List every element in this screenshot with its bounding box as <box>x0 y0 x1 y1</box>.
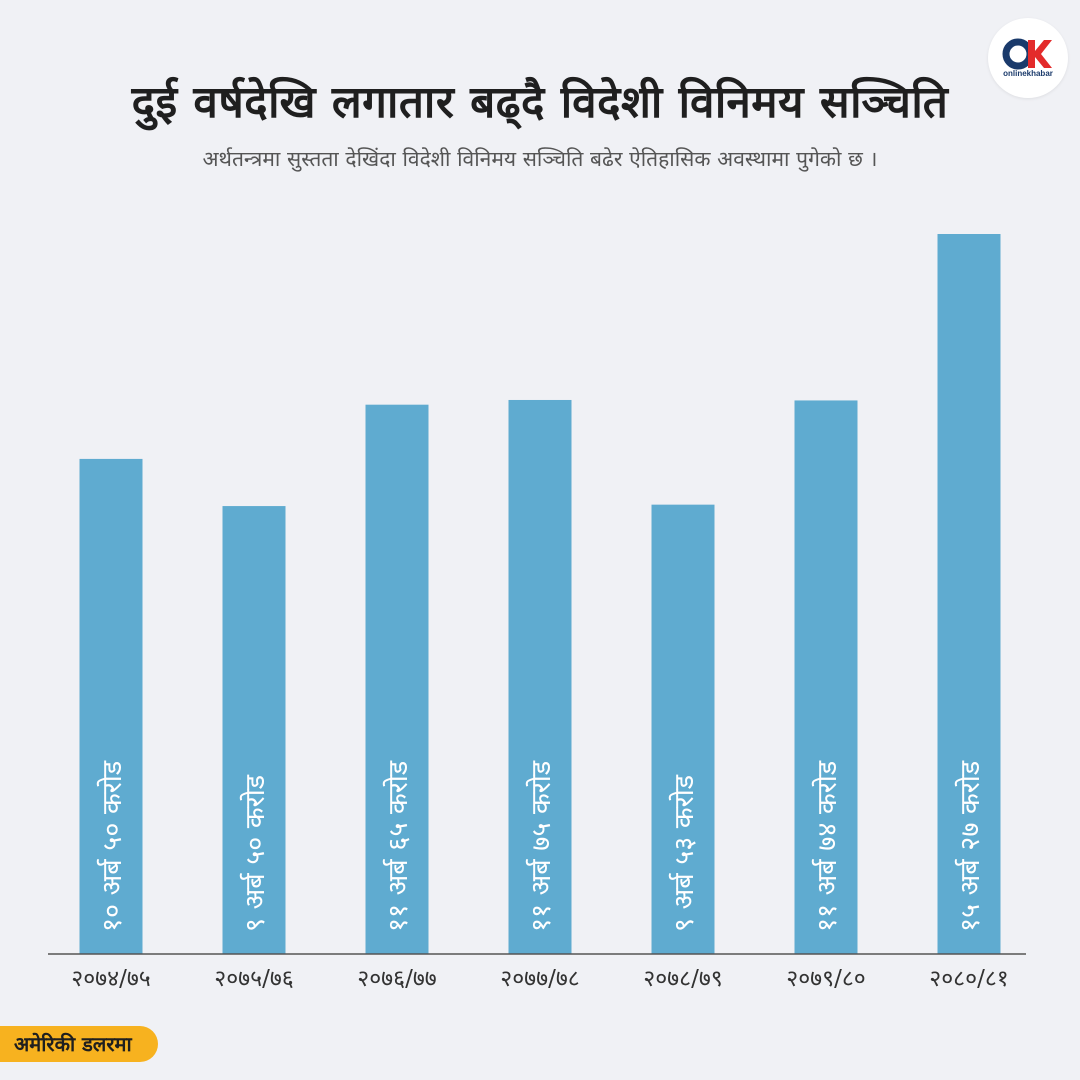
x-tick-label-1: २०७५/७६ <box>214 966 294 992</box>
chart-subtitle: अर्थतन्त्रमा सुस्तता देखिंदा विदेशी विनि… <box>202 147 878 171</box>
logo-wordmark: onlinekhabar <box>1003 69 1053 78</box>
x-tick-label-6: २०८०/८१ <box>929 966 1009 992</box>
x-tick-label-0: २०७४/७५ <box>71 966 151 992</box>
bar-6 <box>937 234 1001 954</box>
bar-value-label-1: ९ अर्ब ५० करोड <box>239 774 271 932</box>
unit-badge: अमेरिकी डलरमा <box>0 1026 158 1062</box>
x-tick-label-3: २०७७/७८ <box>500 966 580 992</box>
bar-value-label-5: ११ अर्ब ७४ करोड <box>811 760 843 932</box>
bar-value-label-0: १० अर्ब ५० करोड <box>96 760 128 932</box>
bar-3 <box>508 399 572 954</box>
bar-value-label-2: ११ अर्ब ६५ करोड <box>382 760 414 932</box>
bar-1 <box>222 506 286 954</box>
bar-0 <box>79 458 143 954</box>
x-tick-label-2: २०७६/७७ <box>357 966 437 992</box>
chart-title: दुई वर्षदेखि लगातार बढ्दै विदेशी विनिमय … <box>131 77 949 128</box>
bar-value-label-3: ११ अर्ब ७५ करोड <box>525 760 557 932</box>
bar-4 <box>651 504 715 954</box>
bar-5 <box>794 400 858 955</box>
bar-value-label-6: १५ अर्ब २७ करोड <box>954 760 986 932</box>
bar-value-label-4: ९ अर्ब ५३ करोड <box>668 774 700 932</box>
onlinekhabar-logo[interactable]: onlinekhabar <box>988 18 1068 98</box>
bar-2 <box>365 404 429 954</box>
x-tick-label-5: २०७९/८० <box>786 966 866 992</box>
x-tick-label-4: २०७८/७९ <box>643 966 723 992</box>
ok-logo-icon <box>1002 38 1052 70</box>
